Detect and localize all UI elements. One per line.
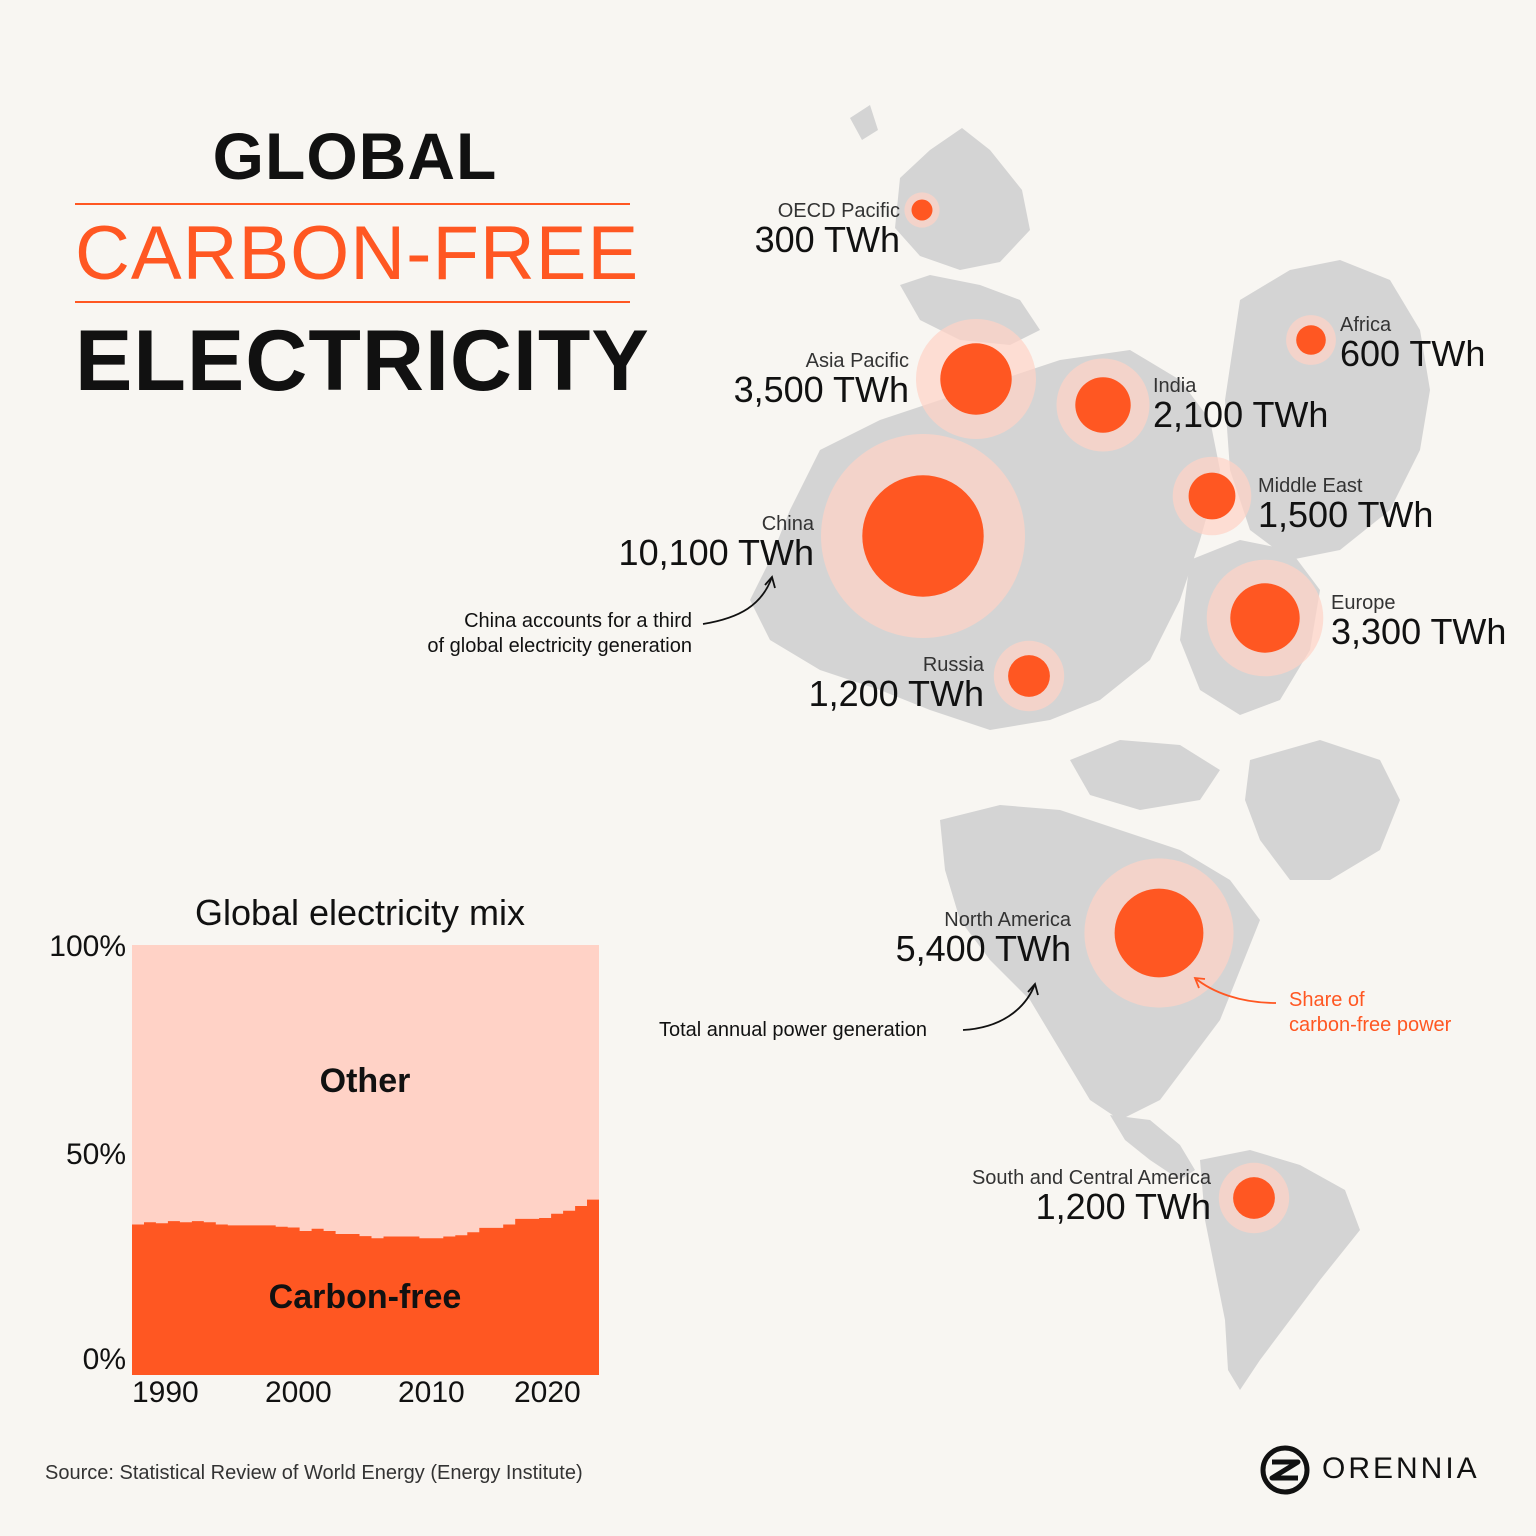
annotation-china: China accounts for a third of global ele… (427, 609, 692, 659)
region-label-asia-pacific: Asia Pacific 3,500 TWh (734, 351, 909, 408)
region-label-europe: Europe 3,300 TWh (1331, 593, 1506, 650)
series-label-carbon-free: Carbon-free (268, 1278, 462, 1316)
region-bubbles (821, 192, 1336, 1234)
region-value: 10,100 TWh (618, 532, 814, 573)
land-central-america (1110, 1115, 1195, 1180)
region-name: South and Central America (971, 1167, 1211, 1189)
region-value: 600 TWh (1340, 333, 1486, 374)
region-name: India (1153, 375, 1197, 397)
annotation-china-line1: China accounts for a third (464, 610, 692, 632)
series-label-other: Other (319, 1062, 411, 1100)
bubble-carbon-free-russia (1008, 655, 1050, 697)
x-tick-2000: 2000 (265, 1376, 332, 1409)
total-arrow (962, 983, 1036, 1031)
region-value: 3,500 TWh (733, 369, 909, 410)
region-value: 300 TWh (754, 219, 900, 260)
title-line-global: GLOBAL (212, 119, 498, 193)
brand-name: ORENNIA (1322, 1452, 1480, 1485)
land-canada-islands (1070, 740, 1220, 810)
area-carbon-free (132, 1199, 599, 1375)
region-value: 1,500 TWh (1258, 494, 1434, 535)
region-name: Russia (922, 654, 984, 676)
region-name: Europe (1331, 592, 1396, 614)
x-tick-1990: 1990 (132, 1376, 199, 1409)
region-name: Asia Pacific (805, 350, 909, 372)
china-arrow (702, 576, 773, 625)
x-tick-2020: 2020 (514, 1376, 581, 1409)
annotation-share: Share of carbon-free power (1289, 988, 1451, 1038)
region-label-south-central-america: South and Central America 1,200 TWh (972, 1168, 1211, 1225)
region-value: 5,400 TWh (895, 928, 1071, 969)
title-line-electricity: ELECTRICITY (75, 313, 650, 409)
title-line-carbon-free: CARBON-FREE (75, 211, 640, 296)
region-name: Africa (1340, 314, 1392, 336)
region-name: China (761, 513, 814, 535)
region-label-china: China 10,100 TWh (619, 514, 814, 571)
y-tick-0: 0% (82, 1343, 126, 1376)
bubble-carbon-free-oecd-pacific (911, 199, 933, 221)
region-label-russia: Russia 1,200 TWh (809, 655, 984, 712)
orennia-logo-icon (1260, 1445, 1310, 1495)
region-label-oecd-pacific: OECD Pacific 300 TWh (755, 201, 900, 258)
annotation-china-line2: of global electricity generation (427, 635, 692, 657)
bubble-carbon-free-europe (1230, 583, 1300, 653)
land-africa (1225, 260, 1430, 560)
region-value: 1,200 TWh (808, 673, 984, 714)
region-label-north-america: North America 5,400 TWh (896, 910, 1071, 967)
share-arrow-head (1193, 976, 1206, 989)
region-name: North America (944, 909, 1071, 931)
bubble-carbon-free-north-america (1114, 888, 1204, 978)
bubble-carbon-free-india (1075, 377, 1131, 433)
land-greenland (1245, 740, 1400, 880)
china-arrow-head (764, 575, 776, 589)
annotation-arrows (702, 575, 1277, 1031)
region-label-india: India 2,100 TWh (1153, 376, 1328, 433)
bubble-carbon-free-south-central-america (1233, 1177, 1275, 1219)
bubble-carbon-free-china (862, 475, 984, 597)
region-value: 1,200 TWh (1035, 1186, 1211, 1227)
share-arrow (1194, 977, 1277, 1004)
title-rule-bottom (75, 301, 630, 303)
annotation-total: Total annual power generation (659, 1019, 927, 1041)
source-note: Source: Statistical Review of World Ener… (45, 1462, 583, 1484)
region-value: 2,100 TWh (1153, 394, 1329, 435)
title-rule-top (75, 203, 630, 205)
y-tick-100: 100% (49, 930, 126, 963)
region-name: Middle East (1258, 475, 1363, 497)
annotation-share-line1: Share of (1289, 989, 1365, 1011)
region-label-middle-east: Middle East 1,500 TWh (1258, 476, 1433, 533)
x-tick-2010: 2010 (398, 1376, 465, 1409)
region-value: 3,300 TWh (1331, 611, 1507, 652)
region-label-africa: Africa 600 TWh (1340, 315, 1485, 372)
annotation-share-line2: carbon-free power (1289, 1014, 1452, 1036)
bubble-carbon-free-middle-east (1188, 472, 1236, 520)
total-arrow-head (1027, 982, 1039, 996)
chart-title: Global electricity mix (194, 892, 526, 933)
bubble-carbon-free-africa (1296, 325, 1326, 355)
bubble-carbon-free-asia-pacific (940, 343, 1012, 415)
land-australia (850, 105, 1030, 270)
y-tick-50: 50% (65, 1138, 126, 1171)
region-name: OECD Pacific (777, 200, 900, 222)
